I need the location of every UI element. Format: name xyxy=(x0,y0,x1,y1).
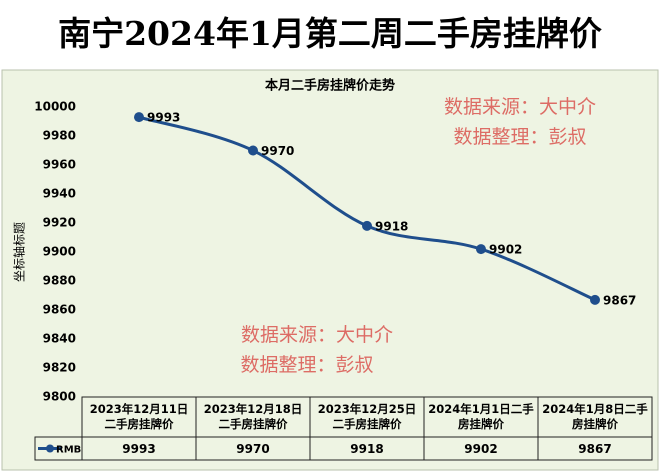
y-tick-label: 9960 xyxy=(43,158,76,172)
category-label: 2023年12月18日二手房挂牌价 xyxy=(203,402,303,431)
y-tick-label: 9980 xyxy=(43,129,76,143)
category-label: 2024年1月8日二手房挂牌价 xyxy=(542,402,648,431)
y-tick-label: 9900 xyxy=(43,245,76,259)
category-label: 2023年12月11日二手房挂牌价 xyxy=(89,402,189,431)
y-tick-label: 10000 xyxy=(34,100,76,114)
chart-title: 本月二手房挂牌价走势 xyxy=(265,78,395,94)
table-border xyxy=(81,396,653,461)
table-header: 2024年1月8日二手房挂牌价 xyxy=(542,402,648,431)
data-label: 9970 xyxy=(261,144,294,158)
legend-marker xyxy=(46,444,54,453)
marker xyxy=(134,112,144,123)
y-tick-label: 9880 xyxy=(43,274,76,288)
table-value: 9867 xyxy=(578,442,611,456)
y-tick-label: 9920 xyxy=(43,216,76,230)
data-label: 9993 xyxy=(147,111,180,125)
table-header: 2023年12月18日二手房挂牌价 xyxy=(203,402,303,431)
banner-title: 南宁2024年1月第二周二手房挂牌价 xyxy=(58,14,602,53)
legend-label: RMB xyxy=(56,445,81,456)
category-label: 2023年12月25日二手房挂牌价 xyxy=(317,402,417,431)
data-label: 9867 xyxy=(603,293,636,307)
marker xyxy=(476,244,486,255)
y-tick-label: 9840 xyxy=(43,332,76,346)
category-label: 2024年1月1日二手房挂牌价 xyxy=(428,402,534,431)
data-label: 9918 xyxy=(375,219,408,233)
marker xyxy=(248,145,258,156)
y-tick-label: 9860 xyxy=(43,303,76,317)
data-label: 9902 xyxy=(489,243,522,257)
table-header: 2024年1月1日二手房挂牌价 xyxy=(428,402,534,431)
marker xyxy=(362,220,372,231)
annotation: 数据来源：大中介 xyxy=(444,96,596,118)
y-tick-label: 9820 xyxy=(43,361,76,375)
table-value: 9970 xyxy=(236,442,269,456)
annotation: 数据整理：彭叔 xyxy=(453,126,586,148)
table-header: 2023年12月11日二手房挂牌价 xyxy=(89,402,189,431)
marker xyxy=(590,294,600,305)
annotation: 数据来源：大中介 xyxy=(241,324,393,346)
table-value: 9918 xyxy=(350,442,383,456)
table-value: 9902 xyxy=(464,442,497,456)
y-tick-label: 9940 xyxy=(43,187,76,201)
y-axis-label: 坐标轴标题 xyxy=(12,222,27,282)
table-value: 9993 xyxy=(122,442,155,456)
y-tick-label: 9800 xyxy=(43,390,76,404)
chart-area xyxy=(1,69,659,471)
table-header: 2023年12月25日二手房挂牌价 xyxy=(317,402,417,431)
annotation: 数据整理：彭叔 xyxy=(240,354,373,376)
